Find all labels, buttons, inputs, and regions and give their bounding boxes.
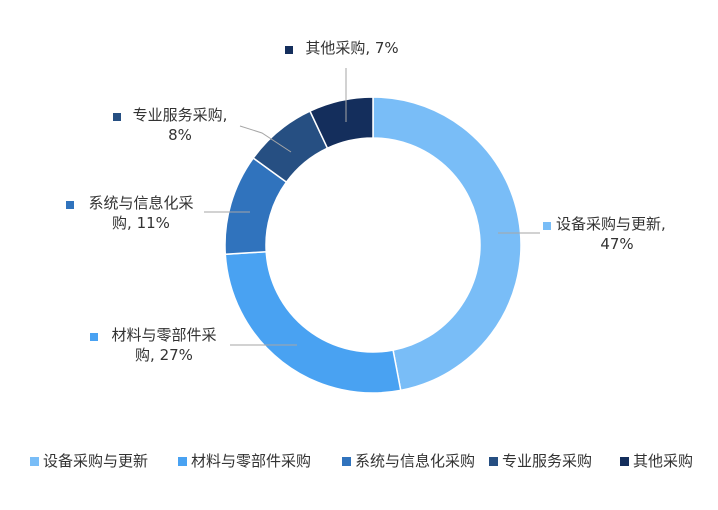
slice-label-line: 设备采购与更新, — [556, 215, 666, 233]
slice-label-2: 材料与零部件采购, 27% — [111, 326, 216, 364]
label-marker-5 — [285, 46, 293, 54]
legend-swatch-3 — [342, 457, 351, 466]
label-marker-2 — [90, 333, 98, 341]
legend-label-2: 材料与零部件采购 — [191, 452, 311, 470]
slice-label-1: 设备采购与更新, 47% — [556, 215, 666, 253]
slice-label-3: 系统与信息化采购, 11% — [88, 194, 193, 232]
slice-label-line: 8% — [168, 126, 192, 144]
legend-label-5: 其他采购 — [633, 452, 693, 470]
slice-label-line: 47% — [600, 235, 633, 253]
slice-label-line: 专业服务采购, — [133, 106, 228, 124]
legend-swatch-5 — [620, 457, 629, 466]
label-marker-1 — [543, 222, 551, 230]
slice-label-line: 购, 11% — [112, 214, 170, 232]
legend-swatch-1 — [30, 457, 39, 466]
slice-labels: 设备采购与更新, 47% 材料与零部件采购, 27% 系统与信息化采购, 11% 专业服… — [66, 39, 666, 364]
slice-1 — [372, 96, 522, 392]
slice-5 — [308, 96, 374, 150]
slice-label-5: 其他采购, 7% — [305, 39, 398, 57]
slice-label-line: 其他采购, 7% — [305, 39, 398, 57]
legend-swatch-2 — [178, 457, 187, 466]
legend-label-4: 专业服务采购 — [502, 452, 592, 470]
slice-label-line: 材料与零部件采 — [111, 326, 216, 344]
legend-label-3: 系统与信息化采购 — [355, 452, 475, 470]
slice-label-line: 购, 27% — [135, 346, 193, 364]
donut-slices — [224, 96, 522, 394]
leader-line-4 — [239, 125, 292, 153]
slice-label-4: 专业服务采购, 8% — [133, 106, 228, 144]
label-marker-4 — [113, 113, 121, 121]
slice-2 — [224, 250, 402, 394]
legend-swatch-4 — [489, 457, 498, 466]
label-marker-3 — [66, 201, 74, 209]
leader-lines — [204, 68, 540, 346]
legend-label-1: 设备采购与更新 — [43, 452, 148, 470]
legend: 设备采购与更新 材料与零部件采购 系统与信息化采购 专业服务采购 其他采购 — [30, 452, 693, 470]
slice-label-line: 系统与信息化采 — [88, 194, 193, 212]
